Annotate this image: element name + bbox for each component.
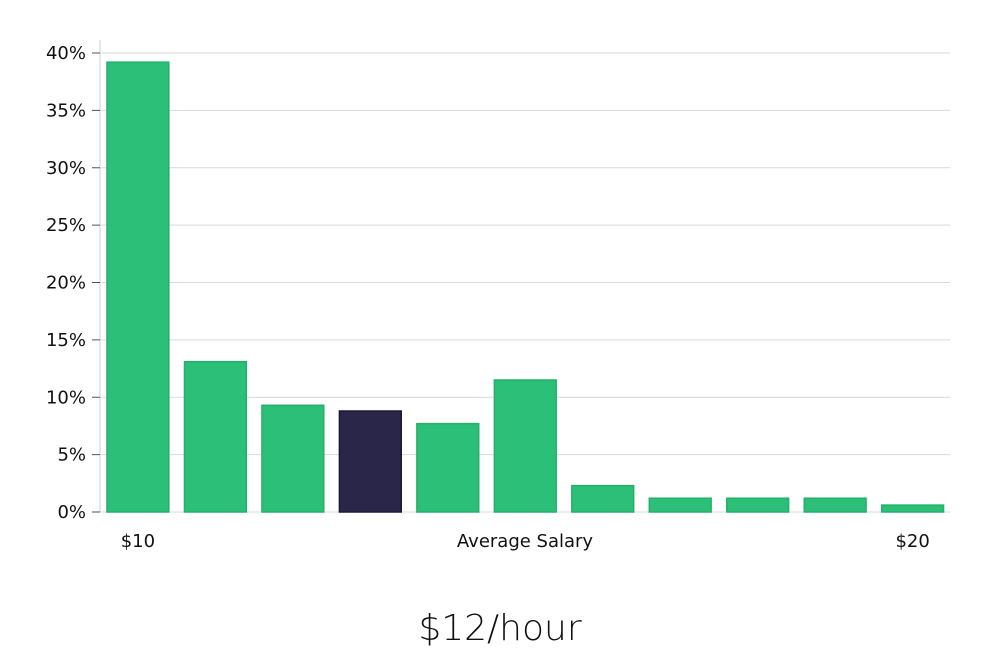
y-tick-label: 10% [46, 387, 86, 408]
bar [880, 504, 945, 513]
bar [261, 404, 325, 513]
y-tick-label: 15% [46, 330, 86, 351]
highlighted-bar [338, 410, 402, 513]
y-tick-label: 25% [46, 215, 86, 236]
bar [106, 61, 170, 513]
bar [416, 422, 480, 513]
x-label-max: $20 [895, 531, 929, 552]
y-tick-label: 30% [46, 158, 86, 179]
x-label-min: $10 [121, 531, 155, 552]
average-salary-value: $12/hour [418, 608, 582, 649]
y-tick-label: 0% [57, 502, 86, 523]
bar [803, 497, 867, 513]
bar [493, 379, 557, 513]
bar [571, 484, 635, 513]
y-tick-label: 35% [46, 100, 86, 121]
bar [648, 497, 712, 513]
bar [183, 360, 248, 513]
salary-distribution-chart: 0% 5% 10% 15% 20% 25% 30% 35% 40% $10 Average Sala… [46, 40, 950, 552]
bar [726, 497, 790, 513]
y-tick-label: 20% [46, 273, 86, 294]
x-label-average: Average Salary [457, 531, 594, 552]
y-tick-label: 40% [46, 43, 86, 64]
y-tick-label: 5% [57, 445, 86, 466]
